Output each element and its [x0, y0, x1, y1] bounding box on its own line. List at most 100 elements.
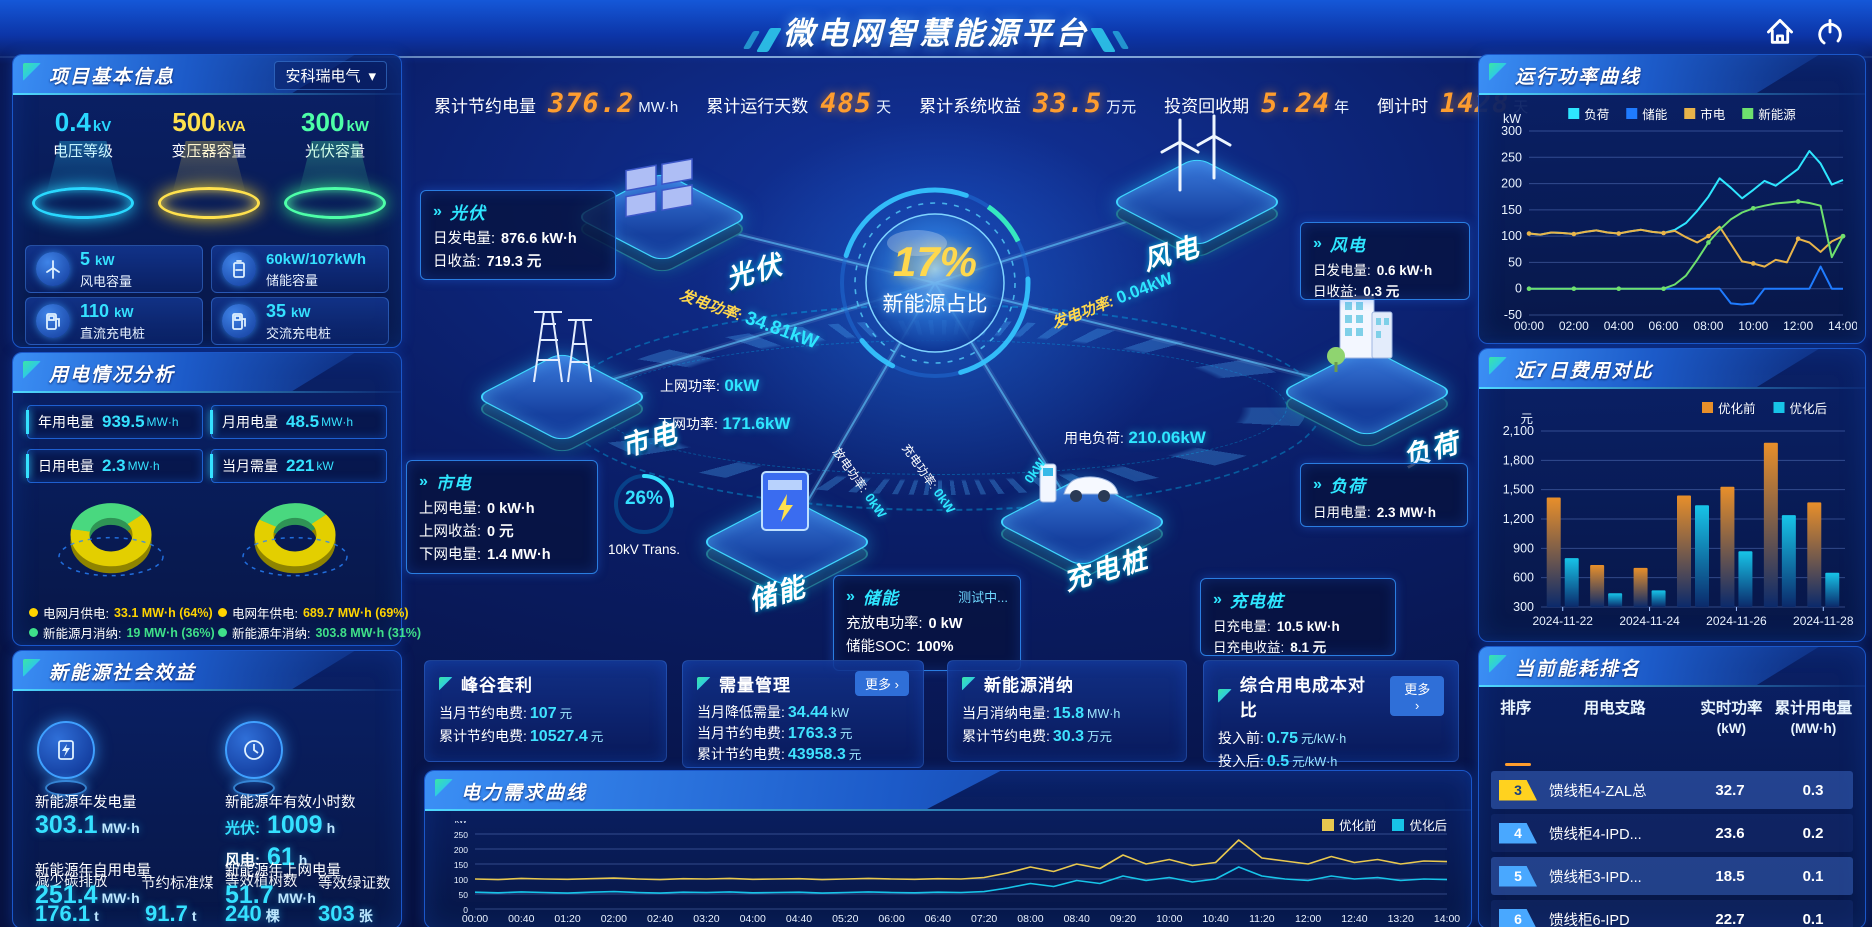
legend-swatch	[1392, 819, 1405, 831]
panel-energy-rank: 当前能耗排名 排序 用电支路 实时功率 (kW) 累计用电量 (MW·h) 3 馈线…	[1478, 646, 1866, 927]
demand-chart-legend[interactable]: 优化前 优化后	[1321, 815, 1447, 834]
card-value: 10527.4	[529, 728, 588, 745]
rank-col-branch: 用电支路	[1583, 700, 1646, 717]
svg-text:09:20: 09:20	[1110, 913, 1136, 925]
rank-badge: 4	[1499, 822, 1537, 844]
panel-corner-icon	[1489, 63, 1507, 81]
svg-text:04:40: 04:40	[786, 913, 812, 925]
usage-unit: MW·h	[127, 459, 160, 473]
svg-text:06:40: 06:40	[925, 913, 951, 925]
benefit-unit: MW·h	[101, 820, 140, 836]
svg-text:2024-11-24: 2024-11-24	[1619, 614, 1680, 628]
card-key: 投入前:	[1218, 730, 1264, 746]
info-value: 0 kW	[928, 616, 963, 632]
arrow-icon: »	[846, 587, 855, 605]
page-title: 微电网智慧能源平台	[783, 16, 1089, 51]
rank-scroll-indicator	[1505, 763, 1531, 766]
benefit-number: 1009	[266, 811, 323, 839]
rank-badge: 5	[1499, 865, 1537, 887]
info-value: 8.1 元	[1290, 640, 1327, 655]
svg-text:900: 900	[1513, 541, 1534, 555]
usage-value: 221	[286, 456, 315, 475]
branch-name: 馈线柜6-IPD	[1549, 912, 1630, 927]
company-select-value: 安科瑞电气	[285, 68, 361, 85]
svg-text:优化前: 优化前	[1718, 401, 1756, 416]
info-key: 上网电量:	[419, 501, 482, 517]
top-bar	[0, 0, 1872, 64]
year-supply-donut	[242, 503, 348, 577]
table-row[interactable]: 6 馈线柜6-IPD 22.7 0.1	[1491, 900, 1853, 927]
kpi-label: 倒计时	[1377, 96, 1429, 116]
branch-power: 32.7	[1715, 781, 1745, 799]
panel-title: 运行功率曲线	[1515, 67, 1642, 88]
pedestal-value: 500	[172, 107, 216, 137]
legend-item[interactable]: 优化后	[1392, 815, 1447, 834]
pedestal-value: 0.4	[54, 107, 91, 137]
info-value: 10.5 kW·h	[1276, 619, 1340, 634]
card-key: 累计节约电费:	[962, 728, 1050, 744]
card-key: 累计节约电费:	[439, 728, 527, 744]
svg-text:新能源: 新能源	[1758, 107, 1796, 122]
pedestal-pv-capacity: 300 kW 光伏容量	[275, 107, 395, 219]
svg-text:2,100: 2,100	[1503, 424, 1534, 438]
table-row[interactable]: 3 馈线柜4-ZAL总 32.7 0.3	[1491, 771, 1853, 809]
svg-text:150: 150	[454, 860, 468, 870]
card-key: 累计节约电费:	[697, 746, 785, 762]
svg-text:优化后: 优化后	[1790, 402, 1828, 416]
card-unit: kW	[830, 706, 849, 720]
battery-cabinet-icon	[752, 462, 818, 545]
svg-text:市电: 市电	[1700, 107, 1726, 122]
renewable-ratio-value: 17%	[892, 238, 978, 285]
more-button[interactable]: 更多 ›	[855, 671, 909, 696]
legend-grid-year: 电网年供电: 689.7 MW·h (69%)	[218, 603, 409, 622]
info-value: 0 kW·h	[487, 501, 535, 517]
benefit-certs-value: 303 张	[318, 901, 373, 927]
benefit-value: 303.1 MW·h	[35, 811, 140, 840]
table-row[interactable]: 4 馈线柜4-IPD... 23.6 0.2	[1491, 814, 1853, 852]
building-icon	[1322, 282, 1408, 387]
legend-dot	[29, 628, 38, 637]
card-value: 1763.3	[787, 725, 837, 742]
benefit-number: 303	[318, 901, 355, 926]
card-value: 0.75	[1266, 730, 1299, 747]
kpi-run-days: 累计运行天数 485 天	[692, 88, 905, 119]
svg-text:07:20: 07:20	[971, 913, 997, 925]
home-icon[interactable]	[1762, 14, 1798, 50]
flow-up-grid: 上网功率: 0kW	[660, 376, 759, 396]
kpi-strip: 累计节约电量 376.2 MW·h 累计运行天数 485 天 累计系统收益 33…	[420, 82, 1528, 124]
legend-renewable-month: 新能源月消纳: 19 MW·h (36%)	[29, 623, 215, 642]
capacity-unit: kW	[95, 252, 115, 268]
kpi-system-income: 累计系统收益 33.5 万元	[905, 88, 1150, 119]
svg-text:13:20: 13:20	[1388, 913, 1414, 925]
info-key: 储能SOC:	[846, 639, 911, 655]
more-button[interactable]: 更多 ›	[1390, 676, 1444, 716]
benefit-pv-hours: 光伏: 1009 h	[225, 811, 335, 840]
panel-header: 电力需求曲线	[425, 771, 1471, 811]
capacity-value: 110	[80, 300, 110, 321]
company-select[interactable]: 安科瑞电气 ▾	[274, 61, 387, 90]
transmission-tower-icon	[512, 282, 608, 397]
table-row[interactable]: 5 馈线柜3-IPD... 18.5 0.1	[1491, 857, 1853, 895]
benefit-number: 240	[225, 901, 262, 926]
card-unit: 元	[590, 730, 604, 744]
kpi-label: 累计节约电量	[434, 96, 536, 116]
power-icon[interactable]	[1812, 14, 1848, 50]
svg-text:1,200: 1,200	[1503, 512, 1534, 526]
svg-text:01:20: 01:20	[554, 913, 580, 925]
capacity-label: 风电容量	[80, 273, 133, 289]
legend-item[interactable]: 优化前	[1321, 815, 1376, 834]
svg-text:200: 200	[454, 845, 468, 855]
svg-text:0: 0	[1515, 282, 1522, 296]
benefit-co2-value: 176.1 t	[35, 901, 99, 927]
card-value: 34.44	[787, 704, 828, 721]
panel-corner-icon	[435, 779, 453, 797]
card-title: 综合用电成本对比	[1239, 676, 1366, 720]
benefit-trees-value: 240 棵	[225, 901, 280, 927]
capacity-unit: kW	[114, 304, 134, 320]
svg-text:2024-11-26: 2024-11-26	[1706, 614, 1767, 628]
clock-icon	[225, 721, 283, 796]
svg-text:12:00: 12:00	[1295, 913, 1321, 925]
status-badge: 测试中...	[958, 590, 1008, 605]
rank-table-header: 排序 用电支路 实时功率 (kW) 累计用电量 (MW·h)	[1491, 699, 1853, 739]
panel-project-info: 项目基本信息 安科瑞电气 ▾ 0.4 kV 电压等级 500 kVA 变压器容量 3…	[12, 54, 402, 348]
